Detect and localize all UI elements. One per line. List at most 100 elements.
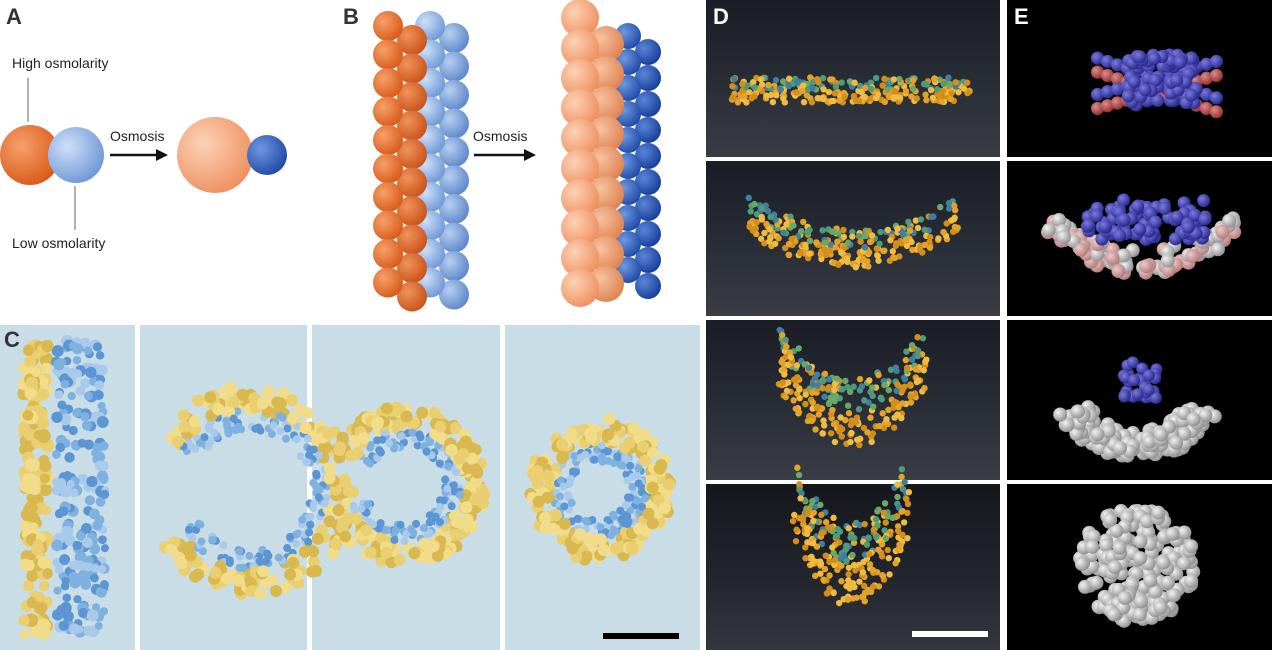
- droplet-blue: [609, 512, 618, 521]
- droplet-orange: [865, 263, 872, 270]
- droplet-yellow: [37, 556, 51, 570]
- droplet-left-orange-back: [397, 224, 427, 255]
- droplet-yellow: [39, 483, 53, 497]
- droplet-blue: [58, 620, 69, 631]
- droplet-blue: [67, 391, 76, 401]
- droplet-yellow: [26, 570, 38, 582]
- droplet-orange: [896, 541, 903, 548]
- droplet-green: [776, 326, 783, 334]
- droplet-blue: [222, 416, 231, 425]
- droplet-orange: [922, 358, 929, 365]
- droplet-yellow: [431, 549, 444, 562]
- droplet-orange: [909, 246, 916, 254]
- droplet-yellow: [642, 507, 655, 520]
- droplet-yellow: [329, 537, 342, 550]
- droplet-blue: [396, 520, 405, 529]
- droplet-orange: [943, 220, 950, 227]
- droplet-orange: [899, 531, 906, 539]
- sim-blue-droplet: [1142, 369, 1155, 382]
- droplet-yellow: [453, 528, 466, 541]
- droplet-orange: [809, 399, 816, 406]
- droplet-blue: [74, 551, 87, 564]
- droplet-blue: [80, 411, 90, 422]
- droplet-orange: [850, 92, 858, 100]
- droplet-yellow: [347, 486, 360, 499]
- droplet-yellow: [323, 472, 336, 485]
- droplet-yellow: [558, 517, 571, 530]
- droplet-right-blue-back: [635, 117, 661, 143]
- droplet-blue: [97, 564, 107, 574]
- sim-outer-droplet: [1056, 229, 1071, 244]
- droplet-green: [804, 510, 811, 518]
- droplet-green: [894, 225, 901, 232]
- droplet-blue: [98, 535, 107, 545]
- droplet-green: [951, 202, 958, 210]
- droplet-blue: [320, 499, 329, 508]
- droplet-green: [800, 218, 807, 226]
- droplet-green: [905, 218, 912, 226]
- droplet-green: [783, 343, 790, 350]
- droplet-green: [834, 238, 841, 245]
- droplet-yellow: [344, 449, 357, 462]
- sim-grey-droplet: [1133, 534, 1148, 549]
- sim-grey-droplet: [1132, 607, 1147, 622]
- droplet-blue: [349, 501, 358, 510]
- droplet-orange: [814, 95, 821, 102]
- droplet-orange: [761, 240, 768, 247]
- droplet-green: [865, 534, 872, 541]
- droplet-green: [800, 82, 807, 89]
- droplet-yellow: [24, 501, 38, 515]
- droplet-orange: [802, 544, 809, 551]
- droplet-green: [866, 238, 874, 246]
- droplet-orange: [814, 403, 821, 411]
- sim-blue-droplet: [1188, 208, 1202, 222]
- droplet-blue: [296, 452, 305, 461]
- droplet-yellow: [256, 397, 269, 410]
- droplet-orange: [802, 241, 809, 249]
- droplet-orange: [808, 417, 815, 425]
- droplet-yellow: [476, 497, 489, 510]
- droplet-orange: [827, 430, 835, 437]
- droplet-blue: [84, 495, 95, 506]
- sim-blue-layer: [1110, 82, 1124, 96]
- droplet-blue: [363, 500, 372, 509]
- shrunk-droplet: [247, 135, 287, 175]
- droplet-green: [745, 194, 752, 202]
- droplet-green: [866, 377, 873, 384]
- droplet-yellow: [39, 352, 54, 367]
- droplet-orange: [835, 261, 842, 269]
- droplet-yellow: [24, 355, 37, 368]
- sim-blue-droplet: [1151, 94, 1165, 108]
- droplet-orange: [820, 576, 827, 583]
- droplet-blue: [53, 358, 65, 371]
- panel-c-letter: C: [4, 327, 20, 352]
- droplet-blue: [415, 430, 424, 439]
- droplet-blue: [58, 506, 69, 517]
- droplet-green: [820, 86, 827, 93]
- droplet-yellow: [38, 454, 50, 466]
- droplet-blue: [292, 435, 301, 444]
- droplet-orange: [791, 511, 798, 519]
- droplet-blue: [573, 514, 582, 523]
- droplet-yellow: [531, 477, 544, 490]
- droplet-blue: [566, 474, 575, 483]
- sim-blue-droplet: [1149, 391, 1162, 404]
- droplet-orange: [867, 414, 874, 421]
- droplet-orange: [761, 229, 768, 237]
- droplet-orange: [892, 560, 899, 567]
- droplet-yellow: [418, 537, 431, 550]
- droplet-right-blue-back: [635, 91, 661, 117]
- droplet-yellow: [299, 422, 312, 435]
- sim-blue-droplet: [1121, 89, 1135, 103]
- droplet-green: [818, 529, 825, 537]
- sim-grey-droplet: [1085, 539, 1100, 554]
- sim-blue-layer: [1100, 85, 1115, 99]
- droplet-orange: [855, 97, 863, 105]
- sim-blue-droplet: [1197, 194, 1211, 208]
- droplet-blue: [590, 455, 599, 464]
- droplet-orange: [869, 583, 877, 590]
- droplet-green: [849, 233, 856, 240]
- droplet-yellow: [30, 366, 41, 377]
- droplet-green: [784, 361, 791, 368]
- droplet-green: [851, 79, 858, 86]
